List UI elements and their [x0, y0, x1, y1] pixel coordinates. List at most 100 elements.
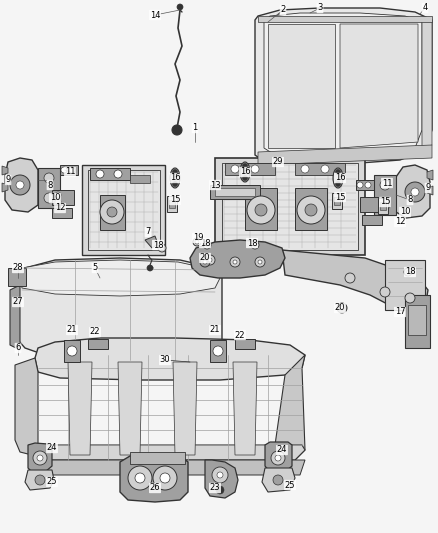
- Circle shape: [200, 257, 210, 267]
- Text: 9: 9: [5, 175, 11, 184]
- Circle shape: [216, 486, 224, 494]
- Circle shape: [135, 473, 145, 483]
- Text: 24: 24: [47, 443, 57, 453]
- Bar: [334, 197, 340, 205]
- Circle shape: [411, 188, 419, 196]
- Text: 12: 12: [395, 217, 405, 227]
- Circle shape: [173, 182, 177, 187]
- Text: 26: 26: [150, 483, 160, 492]
- Circle shape: [405, 182, 425, 202]
- Circle shape: [345, 273, 355, 283]
- Polygon shape: [396, 165, 430, 218]
- Circle shape: [128, 466, 152, 490]
- Circle shape: [208, 258, 212, 262]
- Circle shape: [55, 199, 61, 205]
- Bar: [167, 196, 177, 212]
- Polygon shape: [222, 163, 358, 250]
- Bar: [169, 200, 175, 208]
- Circle shape: [251, 165, 259, 173]
- Text: 5: 5: [92, 263, 98, 272]
- Circle shape: [100, 200, 124, 224]
- Polygon shape: [118, 362, 142, 455]
- Circle shape: [336, 182, 340, 187]
- Text: 16: 16: [335, 174, 345, 182]
- Text: 25: 25: [285, 481, 295, 489]
- Bar: [60, 165, 78, 175]
- Circle shape: [158, 244, 166, 252]
- Bar: [378, 198, 388, 214]
- Polygon shape: [145, 236, 158, 248]
- Circle shape: [271, 451, 285, 465]
- Circle shape: [233, 260, 237, 264]
- Circle shape: [160, 246, 163, 249]
- Bar: [52, 190, 74, 205]
- Polygon shape: [264, 13, 422, 158]
- Polygon shape: [258, 145, 432, 165]
- Circle shape: [203, 241, 211, 249]
- Polygon shape: [210, 340, 226, 362]
- Text: 16: 16: [240, 167, 250, 176]
- Text: 30: 30: [160, 356, 170, 365]
- Bar: [210, 185, 260, 199]
- Text: 17: 17: [395, 308, 405, 317]
- Text: 20: 20: [200, 254, 210, 262]
- Circle shape: [16, 181, 24, 189]
- Text: 10: 10: [400, 207, 410, 216]
- Text: 7: 7: [145, 228, 151, 237]
- Bar: [385, 260, 425, 310]
- Text: 10: 10: [50, 193, 60, 203]
- Circle shape: [230, 257, 240, 267]
- Circle shape: [275, 455, 281, 461]
- Circle shape: [153, 466, 177, 490]
- Polygon shape: [64, 340, 80, 362]
- Circle shape: [305, 204, 317, 216]
- Circle shape: [147, 265, 153, 271]
- Polygon shape: [275, 355, 305, 460]
- Circle shape: [255, 257, 265, 267]
- Bar: [52, 208, 72, 218]
- Bar: [374, 175, 396, 215]
- Polygon shape: [340, 24, 418, 148]
- Circle shape: [35, 475, 45, 485]
- Circle shape: [205, 244, 208, 246]
- Polygon shape: [88, 170, 160, 250]
- Text: 13: 13: [210, 181, 220, 190]
- Polygon shape: [282, 250, 428, 312]
- Text: 4: 4: [422, 4, 427, 12]
- Circle shape: [213, 346, 223, 356]
- Polygon shape: [295, 188, 327, 230]
- Polygon shape: [258, 16, 432, 22]
- Polygon shape: [265, 442, 292, 472]
- Text: 1: 1: [192, 124, 198, 133]
- Text: 14: 14: [150, 11, 160, 20]
- Text: 3: 3: [317, 4, 323, 12]
- Circle shape: [114, 170, 122, 178]
- Text: 20: 20: [335, 303, 345, 312]
- Text: 24: 24: [277, 446, 287, 455]
- Circle shape: [404, 268, 412, 276]
- Bar: [225, 163, 275, 175]
- Circle shape: [55, 192, 61, 198]
- Text: 8: 8: [47, 181, 53, 190]
- Text: 6: 6: [15, 343, 21, 352]
- Polygon shape: [100, 195, 125, 230]
- Circle shape: [336, 169, 340, 174]
- Text: 18: 18: [405, 268, 415, 277]
- Circle shape: [10, 175, 30, 195]
- Text: 18: 18: [247, 238, 257, 247]
- Bar: [408, 305, 426, 335]
- Circle shape: [357, 182, 363, 188]
- Circle shape: [177, 4, 183, 10]
- Circle shape: [247, 196, 275, 224]
- Polygon shape: [15, 358, 38, 455]
- Text: 25: 25: [47, 478, 57, 487]
- Polygon shape: [38, 460, 305, 475]
- Text: 18: 18: [200, 238, 210, 247]
- Polygon shape: [215, 158, 365, 255]
- Bar: [362, 215, 382, 225]
- Polygon shape: [262, 468, 295, 492]
- Polygon shape: [35, 445, 305, 460]
- Bar: [8, 268, 26, 286]
- Circle shape: [258, 260, 262, 264]
- Bar: [332, 193, 342, 209]
